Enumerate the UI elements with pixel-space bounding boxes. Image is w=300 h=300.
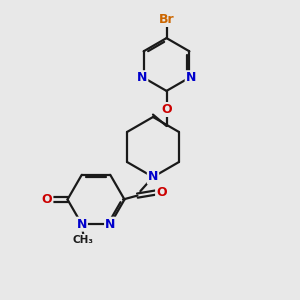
Text: O: O: [42, 193, 52, 206]
Text: O: O: [156, 186, 167, 199]
Text: N: N: [76, 218, 87, 231]
Text: CH₃: CH₃: [73, 235, 94, 245]
Text: N: N: [105, 218, 116, 231]
Text: O: O: [161, 103, 172, 116]
Text: N: N: [137, 71, 147, 84]
Text: N: N: [148, 170, 158, 184]
Text: N: N: [186, 71, 196, 84]
Text: Br: Br: [159, 13, 174, 26]
